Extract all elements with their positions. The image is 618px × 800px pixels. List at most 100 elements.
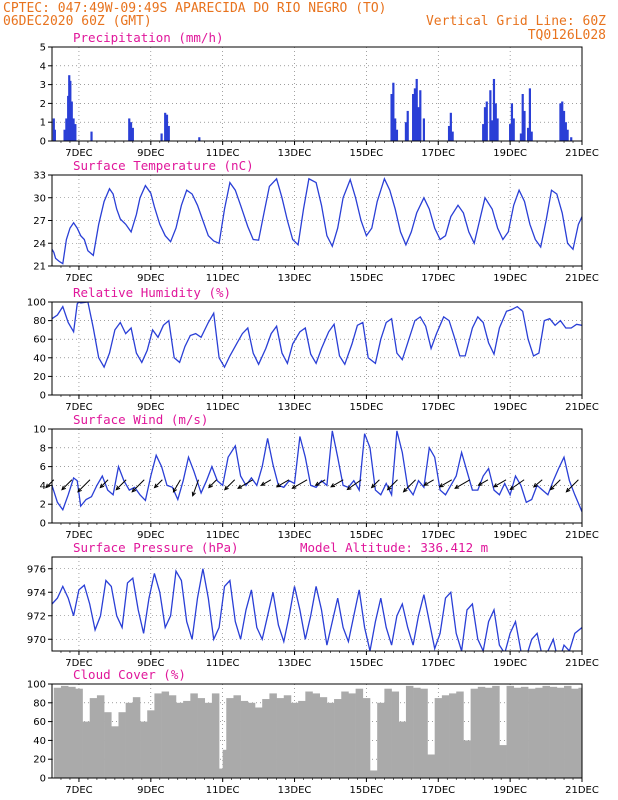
y-tick-label: 100 bbox=[27, 298, 46, 309]
precip-bar bbox=[160, 133, 163, 141]
y-tick-label: 60 bbox=[33, 335, 46, 346]
cloud-bar bbox=[226, 698, 234, 778]
cloud-bar bbox=[298, 700, 306, 778]
x-tick-label: 11DEC bbox=[206, 658, 240, 669]
precip-bar bbox=[413, 88, 417, 141]
y-tick-label: 21 bbox=[33, 262, 46, 273]
precip-bar bbox=[512, 118, 515, 141]
wind-arrow-head bbox=[402, 487, 408, 493]
cloud-bar bbox=[499, 745, 507, 778]
y-tick-label: 1 bbox=[40, 118, 46, 129]
wind-arrow-head bbox=[61, 485, 66, 491]
x-tick-label: 15DEC bbox=[350, 402, 384, 413]
x-tick-label: 15DEC bbox=[350, 148, 384, 159]
cloud-bar bbox=[305, 691, 313, 778]
precip-bar bbox=[131, 127, 134, 141]
y-tick-label: 976 bbox=[27, 564, 46, 575]
panel-title: Surface Wind (m/s) bbox=[73, 412, 208, 427]
x-tick-label: 13DEC bbox=[278, 785, 312, 796]
panel-0: 0 1 2 3 4 5 7DEC 9DEC 11DEC 13DEC 15DEC 17DEC 19DEC 2… bbox=[40, 30, 599, 159]
cloud-bar bbox=[391, 691, 400, 778]
wind-arrow-head bbox=[492, 483, 498, 488]
precip-bar bbox=[90, 131, 93, 141]
wind-arrow-head bbox=[509, 485, 515, 491]
y-tick-label: 33 bbox=[33, 171, 46, 182]
cloud-bar bbox=[319, 697, 328, 778]
cloud-bar bbox=[147, 710, 155, 778]
precip-bar bbox=[53, 129, 56, 141]
wind-arrow bbox=[77, 479, 91, 493]
panel-frame bbox=[51, 46, 583, 142]
x-tick-label: 13DEC bbox=[278, 530, 312, 541]
wind-arrow-head bbox=[314, 481, 320, 486]
wind-arrow-head bbox=[477, 481, 483, 486]
precip-bar bbox=[167, 125, 170, 141]
wind-arrow bbox=[478, 479, 489, 486]
precip-bar bbox=[392, 82, 395, 141]
y-tick-label: 60 bbox=[33, 717, 46, 728]
x-tick-label: 7DEC bbox=[65, 402, 92, 413]
cloud-bar bbox=[276, 698, 285, 778]
precip-bar bbox=[528, 88, 531, 141]
wind-arrow bbox=[423, 479, 434, 486]
precip-bar bbox=[482, 124, 485, 141]
wind-arrow-head bbox=[423, 481, 429, 486]
cloud-bar bbox=[118, 712, 126, 778]
precip-bar bbox=[128, 118, 131, 141]
cloud-bar bbox=[96, 695, 105, 778]
precip-bar bbox=[527, 127, 530, 141]
cloud-bar bbox=[355, 688, 364, 778]
wind-arrow-head bbox=[223, 485, 229, 491]
precip-bar bbox=[72, 118, 75, 141]
cloud-bar bbox=[75, 688, 83, 778]
panel-frame bbox=[51, 683, 583, 779]
cloud-bar bbox=[334, 699, 342, 778]
x-tick-label: 7DEC bbox=[65, 785, 92, 796]
y-tick-label: 80 bbox=[33, 698, 46, 709]
cloud-bar bbox=[312, 693, 320, 778]
x-tick-label: 19DEC bbox=[493, 530, 527, 541]
precip-bar bbox=[559, 103, 562, 141]
y-tick-label: 972 bbox=[27, 611, 46, 622]
cloud-bar bbox=[456, 691, 464, 778]
x-tick-label: 9DEC bbox=[137, 402, 164, 413]
cloud-bar bbox=[168, 695, 177, 778]
wind-arrow-head bbox=[438, 483, 444, 488]
cloud-bar bbox=[262, 699, 270, 778]
precip-bar bbox=[394, 118, 397, 141]
wind-arrow bbox=[208, 479, 217, 488]
x-tick-label: 21DEC bbox=[565, 530, 599, 541]
y-tick-label: 20 bbox=[33, 372, 46, 383]
wind-arrow bbox=[224, 479, 236, 491]
wind-arrow-head bbox=[260, 481, 266, 486]
wind-arrow-head bbox=[45, 483, 50, 489]
y-tick-label: 80 bbox=[33, 316, 46, 327]
precip-bar bbox=[129, 122, 133, 141]
x-tick-label: 9DEC bbox=[137, 530, 164, 541]
cloud-bar bbox=[348, 693, 356, 778]
cloud-bar bbox=[326, 702, 335, 778]
y-tick-label: 20 bbox=[33, 755, 46, 766]
y-tick-label: 100 bbox=[27, 680, 46, 691]
x-tick-label: 19DEC bbox=[493, 658, 527, 669]
x-tick-label: 15DEC bbox=[350, 785, 384, 796]
wind-arrow-head bbox=[454, 484, 460, 489]
x-tick-label: 7DEC bbox=[65, 148, 92, 159]
cloud-bar bbox=[434, 698, 443, 778]
panel-3: 0 2 4 6 8 10 7DEC 9DEC 11DEC 13DEC 15DEC 17DEC 19DEC… bbox=[33, 412, 599, 541]
cloud-bar bbox=[104, 712, 112, 778]
wind-arrow-head bbox=[153, 483, 159, 489]
wind-arrow bbox=[454, 479, 471, 489]
cloud-bar bbox=[398, 721, 407, 778]
cloud-bar bbox=[506, 685, 515, 778]
cloud-bar bbox=[269, 693, 277, 778]
cloud-bar bbox=[556, 687, 565, 778]
x-tick-label: 9DEC bbox=[137, 785, 164, 796]
precip-bar bbox=[491, 120, 494, 141]
wind-arrow-head bbox=[291, 484, 297, 489]
series-group bbox=[53, 685, 582, 778]
x-tick-label: 19DEC bbox=[493, 402, 527, 413]
y-tick-label: 27 bbox=[33, 216, 46, 227]
wind-arrow bbox=[387, 479, 398, 491]
